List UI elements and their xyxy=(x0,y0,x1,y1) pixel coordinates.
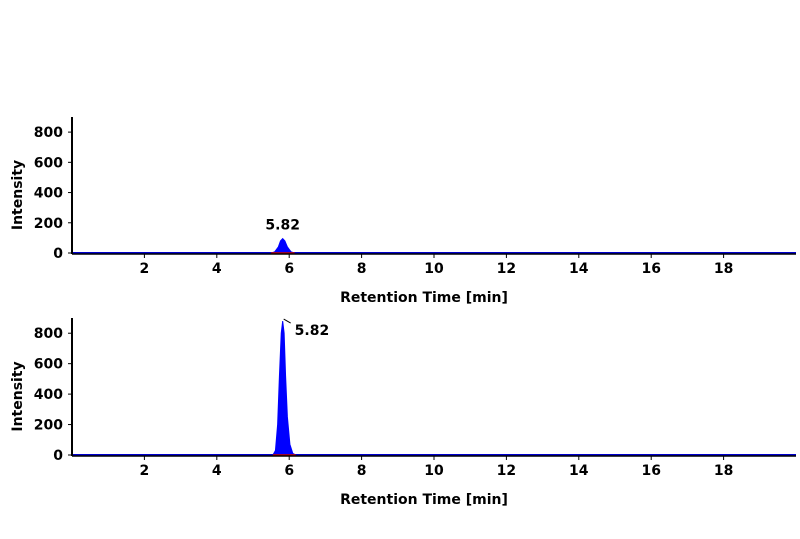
x-tick-label: 14 xyxy=(569,463,589,479)
x-tick-label: 4 xyxy=(212,463,222,479)
chart-panel-1: 0 200 400 600 800 2 4 6 8 10 12 14 16 18 Retention Tim… xyxy=(10,117,796,306)
x-tick-label: 10 xyxy=(424,261,444,277)
x-tick-label: 18 xyxy=(714,463,733,479)
y-tick-label: 800 xyxy=(34,326,63,342)
x-tick-label: 18 xyxy=(714,261,733,277)
x-tick-label: 12 xyxy=(497,261,516,277)
y-tick-label: 400 xyxy=(34,186,63,202)
x-tick-label: 2 xyxy=(140,463,150,479)
y-axis-title: Intensity xyxy=(10,361,26,431)
peak-label: 5.82 xyxy=(295,323,330,339)
x-tick-label: 10 xyxy=(424,463,444,479)
x-tick-label: 4 xyxy=(212,261,222,277)
y-tick-label: 0 xyxy=(53,246,63,262)
y-tick-label: 600 xyxy=(34,155,63,171)
x-tick-label: 2 xyxy=(140,261,150,277)
x-tick-label: 8 xyxy=(357,261,367,277)
x-tick-label: 6 xyxy=(284,463,294,479)
y-tick-label: 400 xyxy=(34,387,63,403)
x-tick-label: 8 xyxy=(357,463,367,479)
peak-label-leader xyxy=(283,318,291,324)
y-tick-label: 200 xyxy=(34,418,63,434)
x-tick-label: 16 xyxy=(641,463,660,479)
y-axis-title: Intensity xyxy=(10,160,26,230)
peak-label: 5.82 xyxy=(265,218,300,234)
x-axis-title: Retention Time [min] xyxy=(340,290,508,306)
y-tick-label: 800 xyxy=(34,125,63,141)
y-tick-label: 600 xyxy=(34,357,63,373)
x-tick-label: 16 xyxy=(641,261,660,277)
x-tick-label: 6 xyxy=(284,261,294,277)
x-tick-label: 12 xyxy=(497,463,516,479)
x-tick-label: 14 xyxy=(569,261,589,277)
y-tick-label: 200 xyxy=(34,216,63,232)
peak-area xyxy=(72,237,796,254)
chart-panel-2: 0 200 400 600 800 2 4 6 8 10 12 14 16 18 Retention Tim… xyxy=(10,318,796,508)
peak-area xyxy=(72,320,796,456)
x-axis-title: Retention Time [min] xyxy=(340,492,508,508)
y-tick-label: 0 xyxy=(53,448,63,464)
